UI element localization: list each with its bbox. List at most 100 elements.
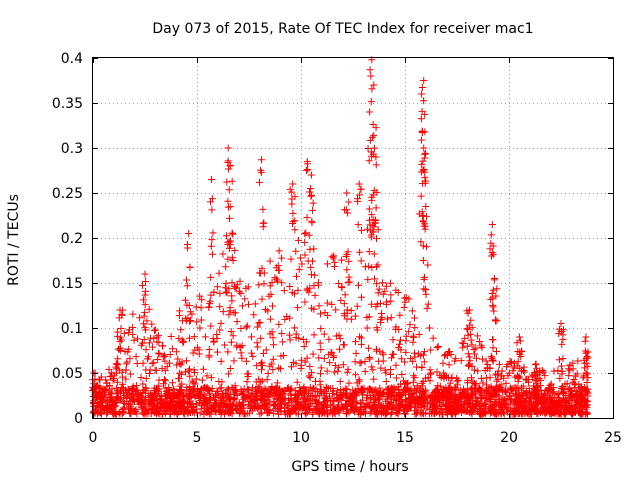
data-point [387, 291, 395, 299]
data-point [131, 408, 139, 416]
data-point [316, 339, 324, 347]
data-point [422, 203, 430, 210]
data-point [186, 334, 194, 342]
data-point [309, 410, 317, 418]
data-point [151, 326, 159, 334]
data-point [141, 308, 149, 316]
data-point [464, 350, 472, 358]
data-point [368, 363, 376, 371]
data-point [358, 226, 366, 234]
data-point [118, 373, 126, 381]
data-point [193, 400, 201, 408]
data-point [372, 153, 380, 161]
data-point [189, 408, 197, 416]
data-point [410, 314, 418, 322]
data-point [412, 407, 420, 415]
data-point [257, 404, 265, 412]
x-tick-label: 5 [193, 430, 202, 446]
data-point [566, 361, 574, 369]
data-point [155, 350, 163, 358]
data-point [525, 401, 533, 409]
data-point [235, 399, 243, 407]
data-point [387, 279, 395, 287]
data-point [475, 400, 483, 408]
data-point [400, 304, 408, 312]
data-point [215, 269, 223, 277]
data-point [308, 369, 316, 377]
data-point [376, 299, 384, 307]
data-point [286, 283, 294, 291]
data-point [406, 395, 414, 403]
data-point [459, 344, 467, 352]
data-point [417, 238, 425, 246]
data-point [155, 376, 163, 384]
data-point [257, 366, 265, 374]
data-point [158, 365, 166, 373]
data-point [150, 335, 158, 343]
data-point [174, 391, 182, 399]
data-point [126, 355, 134, 363]
data-point [428, 391, 436, 399]
data-point [207, 273, 215, 281]
data-point [470, 380, 478, 388]
data-point [233, 318, 241, 326]
data-point [429, 334, 437, 342]
data-point [328, 253, 336, 261]
data-point [123, 360, 131, 368]
data-point [373, 188, 381, 196]
data-point [508, 396, 516, 404]
data-point [266, 362, 274, 370]
data-point [172, 348, 180, 356]
data-point [396, 311, 404, 319]
data-point [222, 288, 230, 296]
data-point [565, 396, 573, 404]
data-point [258, 389, 266, 397]
data-point [286, 314, 294, 322]
data-point [224, 203, 232, 211]
data-point [534, 371, 542, 379]
x-tick-label: 25 [604, 430, 622, 446]
data-point [308, 257, 316, 265]
data-point [183, 282, 191, 290]
data-point [380, 389, 388, 397]
data-point [138, 282, 146, 290]
data-point [207, 322, 215, 330]
data-point [123, 394, 131, 402]
data-point [336, 335, 344, 343]
data-point [531, 387, 539, 395]
data-point [305, 390, 313, 398]
data-point [269, 334, 277, 342]
data-point [251, 300, 259, 308]
data-point [206, 299, 214, 307]
data-point [160, 402, 168, 410]
data-point [484, 387, 492, 395]
data-point [562, 410, 570, 418]
data-point [334, 394, 342, 402]
data-point [221, 341, 229, 349]
data-point [409, 397, 417, 405]
data-point [322, 383, 330, 391]
y-tick-label: 0.4 [61, 51, 83, 67]
data-point [177, 370, 185, 378]
data-point [224, 348, 232, 356]
data-point [509, 400, 517, 408]
data-point [576, 386, 584, 394]
data-point [477, 342, 485, 350]
data-point [492, 316, 500, 324]
data-point [411, 353, 419, 361]
data-point [221, 284, 229, 292]
data-point [358, 293, 366, 301]
data-point [442, 400, 450, 408]
data-point [342, 392, 350, 400]
data-point [314, 279, 322, 287]
data-point [545, 403, 553, 411]
data-point [421, 286, 429, 294]
data-point [212, 402, 220, 410]
data-point [329, 389, 337, 397]
data-point [366, 226, 374, 234]
data-point [463, 399, 471, 407]
data-point [180, 404, 188, 412]
data-point [581, 364, 589, 372]
data-point [518, 347, 526, 355]
data-point [246, 409, 254, 417]
